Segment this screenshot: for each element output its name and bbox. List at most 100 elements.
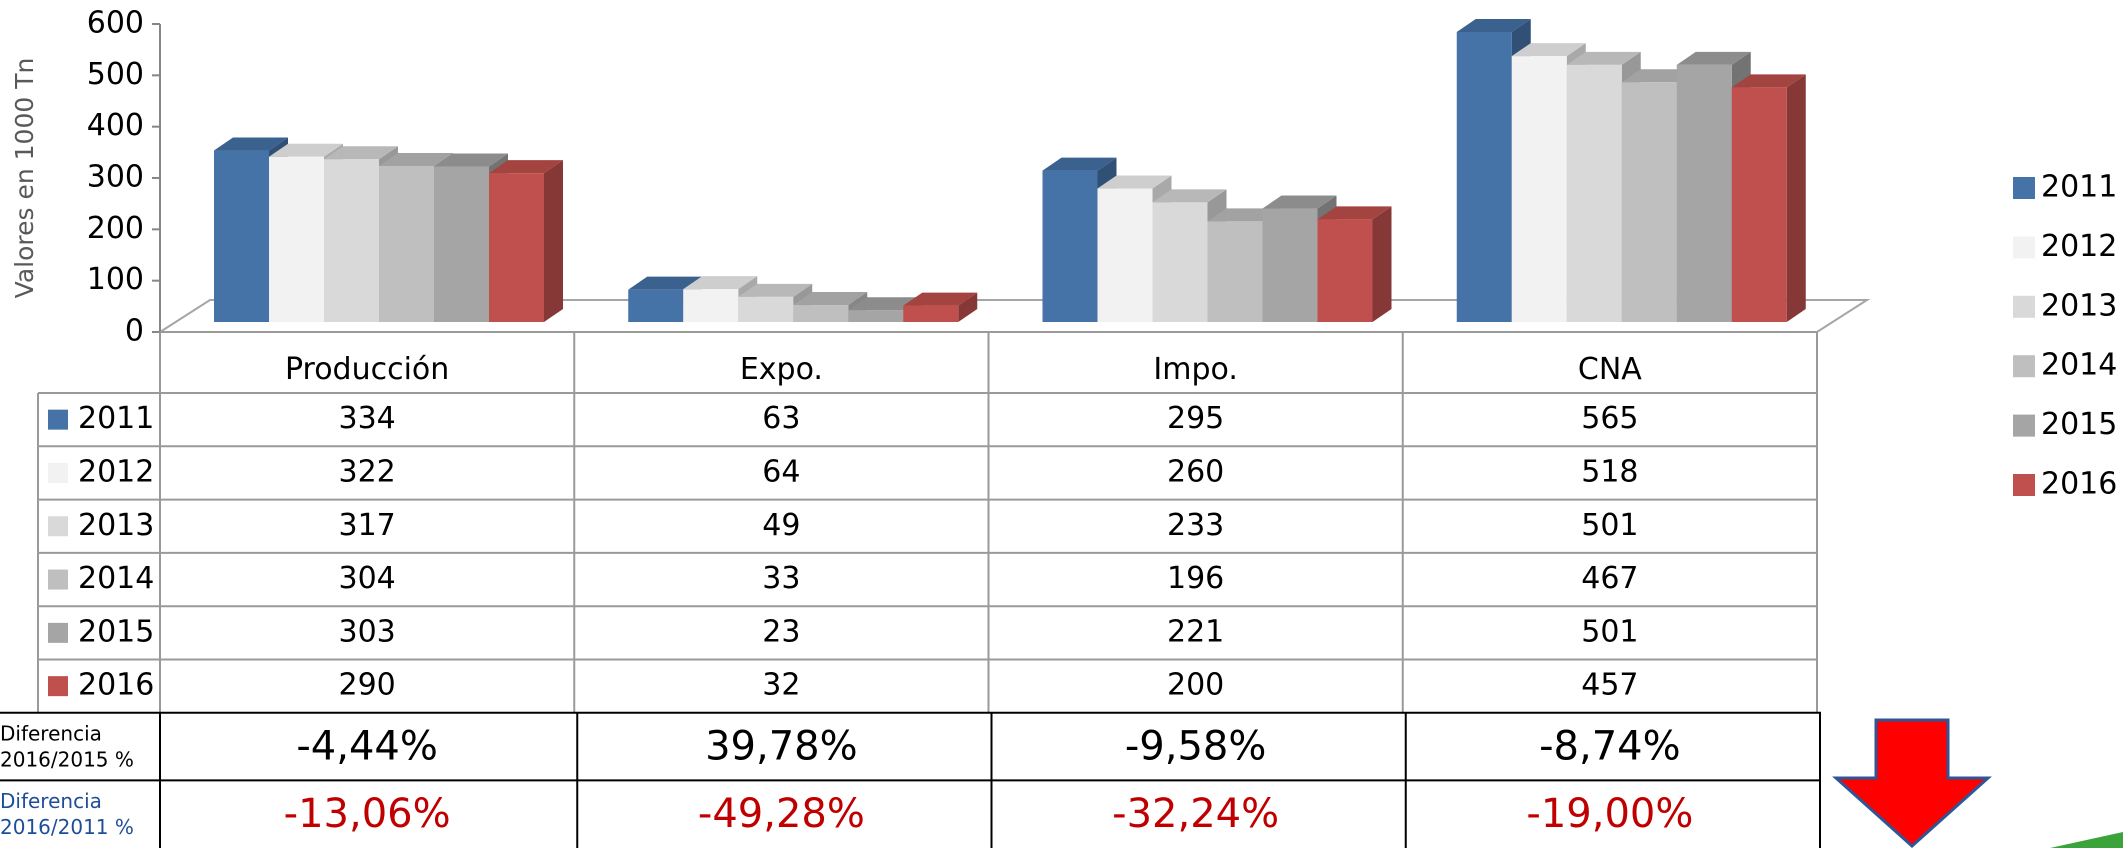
legend-label: 2012: [78, 454, 154, 489]
bar-top: [903, 292, 978, 306]
bar-top: [628, 276, 703, 290]
bar: [738, 296, 794, 322]
bar: [903, 305, 959, 322]
bar: [489, 173, 544, 322]
legend-key: [48, 569, 68, 590]
bar-top: [1097, 175, 1172, 189]
table-cell: 317: [338, 508, 395, 543]
bar-top: [793, 292, 868, 306]
bar: [1042, 170, 1098, 322]
table-cell: 322: [338, 454, 395, 489]
legend-label: 2016: [2041, 467, 2117, 502]
diff-cell: 39,78%: [705, 724, 858, 770]
bar-side: [958, 292, 978, 322]
table-cell: 196: [1167, 561, 1224, 596]
table-cell: 518: [1581, 454, 1638, 489]
bar: [683, 289, 739, 322]
bar: [1152, 202, 1208, 322]
column-header: Producción: [285, 352, 449, 387]
y-tick-label: 100: [87, 262, 144, 297]
legend-label: 2011: [2041, 170, 2117, 205]
bar-top: [1042, 157, 1117, 171]
bar-top: [214, 137, 288, 151]
table-cell: 260: [1167, 454, 1224, 489]
bar: [434, 166, 489, 322]
y-axis-label: Valores en 1000 Tn: [10, 58, 39, 299]
diff-cell: -49,28%: [698, 791, 865, 837]
bar: [848, 310, 904, 322]
legend-label: 2013: [78, 508, 154, 543]
bar-top: [269, 143, 343, 157]
legend-key: [48, 622, 68, 643]
bar-top: [683, 276, 758, 290]
legend-label: 2013: [2041, 288, 2117, 323]
bar-top: [379, 152, 453, 166]
row-label: Diferencia 2016/2011 %: [0, 789, 134, 839]
bar-side: [1786, 74, 1806, 322]
bar: [379, 165, 434, 322]
bar: [1621, 82, 1677, 322]
y-tick-label: 500: [87, 57, 144, 92]
bar-top: [324, 146, 398, 160]
legend-label: 2011: [78, 401, 154, 436]
table-cell: 49: [762, 508, 800, 543]
legend-key: [2013, 236, 2035, 259]
bar-top: [1676, 51, 1751, 65]
bar: [1207, 221, 1263, 322]
bar: [1456, 31, 1512, 322]
y-tick-label: 400: [87, 108, 144, 143]
diff-cell: -9,58%: [1125, 724, 1267, 770]
legend-key: [48, 676, 68, 697]
legend-key: [2013, 355, 2035, 378]
table-cell: 290: [338, 668, 395, 703]
bar-top: [1566, 51, 1641, 65]
bar: [1097, 188, 1153, 322]
bar-top: [1731, 74, 1806, 88]
bar: [1731, 87, 1787, 322]
column-header: CNA: [1578, 352, 1642, 387]
diff-cell: -19,00%: [1526, 791, 1693, 837]
bar-side: [544, 160, 563, 322]
table-cell: 303: [338, 614, 395, 649]
bar: [269, 156, 324, 322]
bar: [793, 305, 849, 322]
table-cell: 334: [338, 401, 395, 436]
row-label: Diferencia 2016/2015 %: [0, 721, 134, 771]
bar: [1676, 64, 1732, 322]
bar: [214, 150, 269, 322]
bar: [628, 289, 684, 322]
diff-cell: -8,74%: [1539, 724, 1681, 770]
table-cell: 200: [1167, 668, 1224, 703]
legend-key: [2013, 295, 2035, 318]
bar-side: [1372, 206, 1392, 322]
column-header: Expo.: [740, 352, 823, 387]
diff-cell: -13,06%: [284, 791, 451, 837]
table-cell: 64: [762, 454, 800, 489]
legend-label: 2014: [78, 561, 154, 596]
bar-top: [1262, 195, 1337, 209]
table-cell: 565: [1581, 401, 1638, 436]
table-cell: 501: [1581, 508, 1638, 543]
bar-top: [1152, 189, 1227, 203]
table-cell: 501: [1581, 614, 1638, 649]
bar-top: [1511, 43, 1586, 57]
bar-top: [434, 153, 508, 167]
legend-key: [48, 516, 68, 537]
table-cell: 221: [1167, 614, 1224, 649]
bar-top: [489, 160, 563, 174]
table-cell: 467: [1581, 561, 1638, 596]
bar: [324, 159, 379, 322]
table-cell: 233: [1167, 508, 1224, 543]
legend-key: [2013, 414, 2035, 437]
table-cell: 32: [762, 668, 800, 703]
legend-key: [48, 462, 68, 483]
table-cell: 33: [762, 561, 800, 596]
bar: [1317, 219, 1373, 322]
bar-top: [1317, 206, 1392, 220]
bar: [1262, 208, 1318, 322]
bar-top: [738, 283, 813, 297]
bar: [1511, 56, 1567, 323]
legend-key: [48, 409, 68, 430]
table-cell: 63: [762, 401, 800, 436]
